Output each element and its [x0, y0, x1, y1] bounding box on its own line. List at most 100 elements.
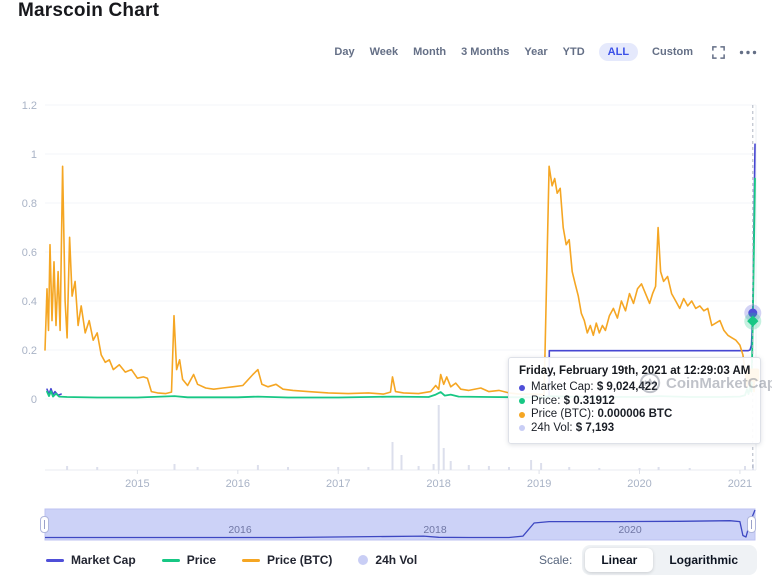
tooltip-row-value: $ 7,193	[575, 421, 615, 434]
legend-label: Market Cap	[71, 553, 136, 567]
volume-bar	[744, 466, 746, 470]
range-week[interactable]: Week	[369, 46, 399, 58]
more-options-icon[interactable]	[739, 50, 757, 55]
range-options: Day Week Month 3 Months Year YTD ALL Custom	[333, 43, 694, 61]
volume-bar	[96, 467, 99, 470]
tooltip-row-label: Price:	[531, 394, 561, 407]
brush-trend-line	[45, 509, 756, 539]
tooltip-row-label: 24h Vol:	[531, 421, 573, 434]
volume-bar	[657, 467, 660, 470]
chart-tooltip: Friday, February 19th, 2021 at 12:29:03 …	[508, 357, 762, 444]
legend-label: Price	[186, 553, 217, 567]
y-axis-label: 0.4	[22, 296, 37, 308]
x-axis-label: 2017	[326, 478, 350, 490]
legend-item-24h-vol[interactable]: 24h Vol	[358, 553, 417, 567]
volume-bar	[508, 467, 510, 470]
brush-handle-right[interactable]	[747, 516, 756, 533]
market-cap-marker	[748, 308, 758, 318]
volume-bar	[487, 466, 490, 470]
fullscreen-icon[interactable]	[711, 45, 726, 60]
tooltip-rows: Market Cap: $ 9,024,422 Price: $ 0.31912 P…	[519, 381, 750, 435]
x-axis-label: 2016	[226, 478, 250, 490]
legend-swatch-icon	[161, 558, 180, 562]
volume-bar	[256, 465, 259, 470]
brush-year-label: 2016	[228, 524, 252, 536]
x-axis-label: 2019	[527, 478, 551, 490]
volume-bar	[337, 467, 340, 470]
volume-bar	[442, 448, 445, 470]
volume-bar	[530, 460, 533, 470]
volume-bar	[432, 464, 435, 470]
legend-swatch-icon	[358, 555, 369, 565]
range-all[interactable]: ALL	[598, 43, 639, 61]
volume-bar	[449, 461, 452, 470]
y-axis-label: 0.2	[22, 345, 37, 357]
tooltip-row-label: Price (BTC):	[531, 408, 595, 420]
legend-label: 24h Vol	[375, 553, 418, 567]
range-3-months[interactable]: 3 Months	[461, 46, 510, 58]
volume-bar	[287, 467, 289, 470]
price-btc-line	[44, 165, 756, 396]
volume-bar	[540, 463, 543, 470]
time-range-toolbar: Day Week Month 3 Months Year YTD ALL Custom	[333, 43, 757, 61]
brush-selected-region[interactable]	[44, 508, 756, 541]
tooltip-row-label: Market Cap:	[531, 381, 594, 393]
range-year[interactable]: Year	[524, 46, 548, 58]
range-ytd[interactable]: YTD	[562, 46, 585, 58]
series-bullet-icon	[519, 411, 525, 418]
volume-bar	[367, 467, 370, 470]
brush-handle-left[interactable]	[40, 516, 49, 533]
y-axis-label: 0.8	[22, 198, 37, 210]
y-axis-label: 1	[31, 149, 37, 161]
legend-swatch-icon	[242, 558, 261, 562]
volume-bar	[391, 442, 394, 470]
tooltip-row-price: Price: $ 0.31912	[519, 395, 750, 409]
volume-bar	[437, 405, 440, 470]
range-custom[interactable]: Custom	[652, 46, 693, 58]
scale-toggle: Linear Logarithmic	[582, 545, 757, 575]
tooltip-row-price-btc: Price (BTC): 0.000006 BTC	[519, 408, 750, 422]
brush-year-label: 2018	[423, 524, 447, 536]
y-axis-label: 1.2	[22, 100, 37, 112]
range-month[interactable]: Month	[413, 46, 447, 58]
volume-bar	[467, 465, 470, 470]
volume-bar	[66, 466, 69, 470]
legend-item-market-cap[interactable]: Market Cap	[46, 553, 136, 567]
scale-option-linear[interactable]: Linear	[585, 548, 654, 572]
brush-year-label: 2020	[618, 524, 642, 536]
y-axis-label: 0.6	[22, 247, 37, 259]
tooltip-row-value: 0.000006 BTC	[597, 408, 673, 420]
volume-bar	[638, 468, 641, 470]
tooltip-date: Friday, February 19th, 2021 at 12:29:03 …	[519, 365, 751, 377]
range-day[interactable]: Day	[334, 46, 355, 58]
x-axis-label: 2020	[627, 478, 651, 490]
volume-bar	[196, 467, 199, 470]
volume-bar	[688, 468, 691, 470]
volume-bar	[417, 466, 420, 470]
chart-legend: Market Cap Price Price (BTC) 24h Vol	[46, 553, 417, 567]
price-marker	[747, 315, 759, 327]
series-bullet-icon	[519, 425, 525, 432]
tooltip-row-24h-vol: 24h Vol: $ 7,193	[519, 422, 750, 436]
legend-item-price[interactable]: Price	[161, 553, 217, 567]
legend-item-price-btc[interactable]: Price (BTC)	[242, 553, 332, 567]
x-axis-label: 2018	[426, 478, 450, 490]
series-bullet-icon	[519, 384, 525, 391]
tooltip-row-value: $ 9,024,422	[596, 381, 658, 393]
x-axis-label: 2021	[728, 478, 752, 490]
scale-label: Scale:	[538, 553, 573, 567]
volume-bar	[173, 464, 176, 470]
volume-bar	[568, 467, 571, 470]
tooltip-row-value: $ 0.31912	[563, 394, 615, 407]
y-axis-label: 0	[31, 394, 37, 406]
scale-control: Scale: Linear Logarithmic	[539, 545, 757, 575]
page-title: Marscoin Chart	[18, 0, 160, 21]
series-bullet-icon	[519, 398, 525, 405]
tooltip-row-market-cap: Market Cap: $ 9,024,422	[519, 381, 750, 395]
volume-bar	[598, 468, 601, 470]
legend-swatch-icon	[46, 558, 64, 562]
scale-option-logarithmic[interactable]: Logarithmic	[669, 553, 738, 567]
volume-bar	[400, 455, 403, 470]
x-axis-label: 2015	[125, 478, 149, 490]
